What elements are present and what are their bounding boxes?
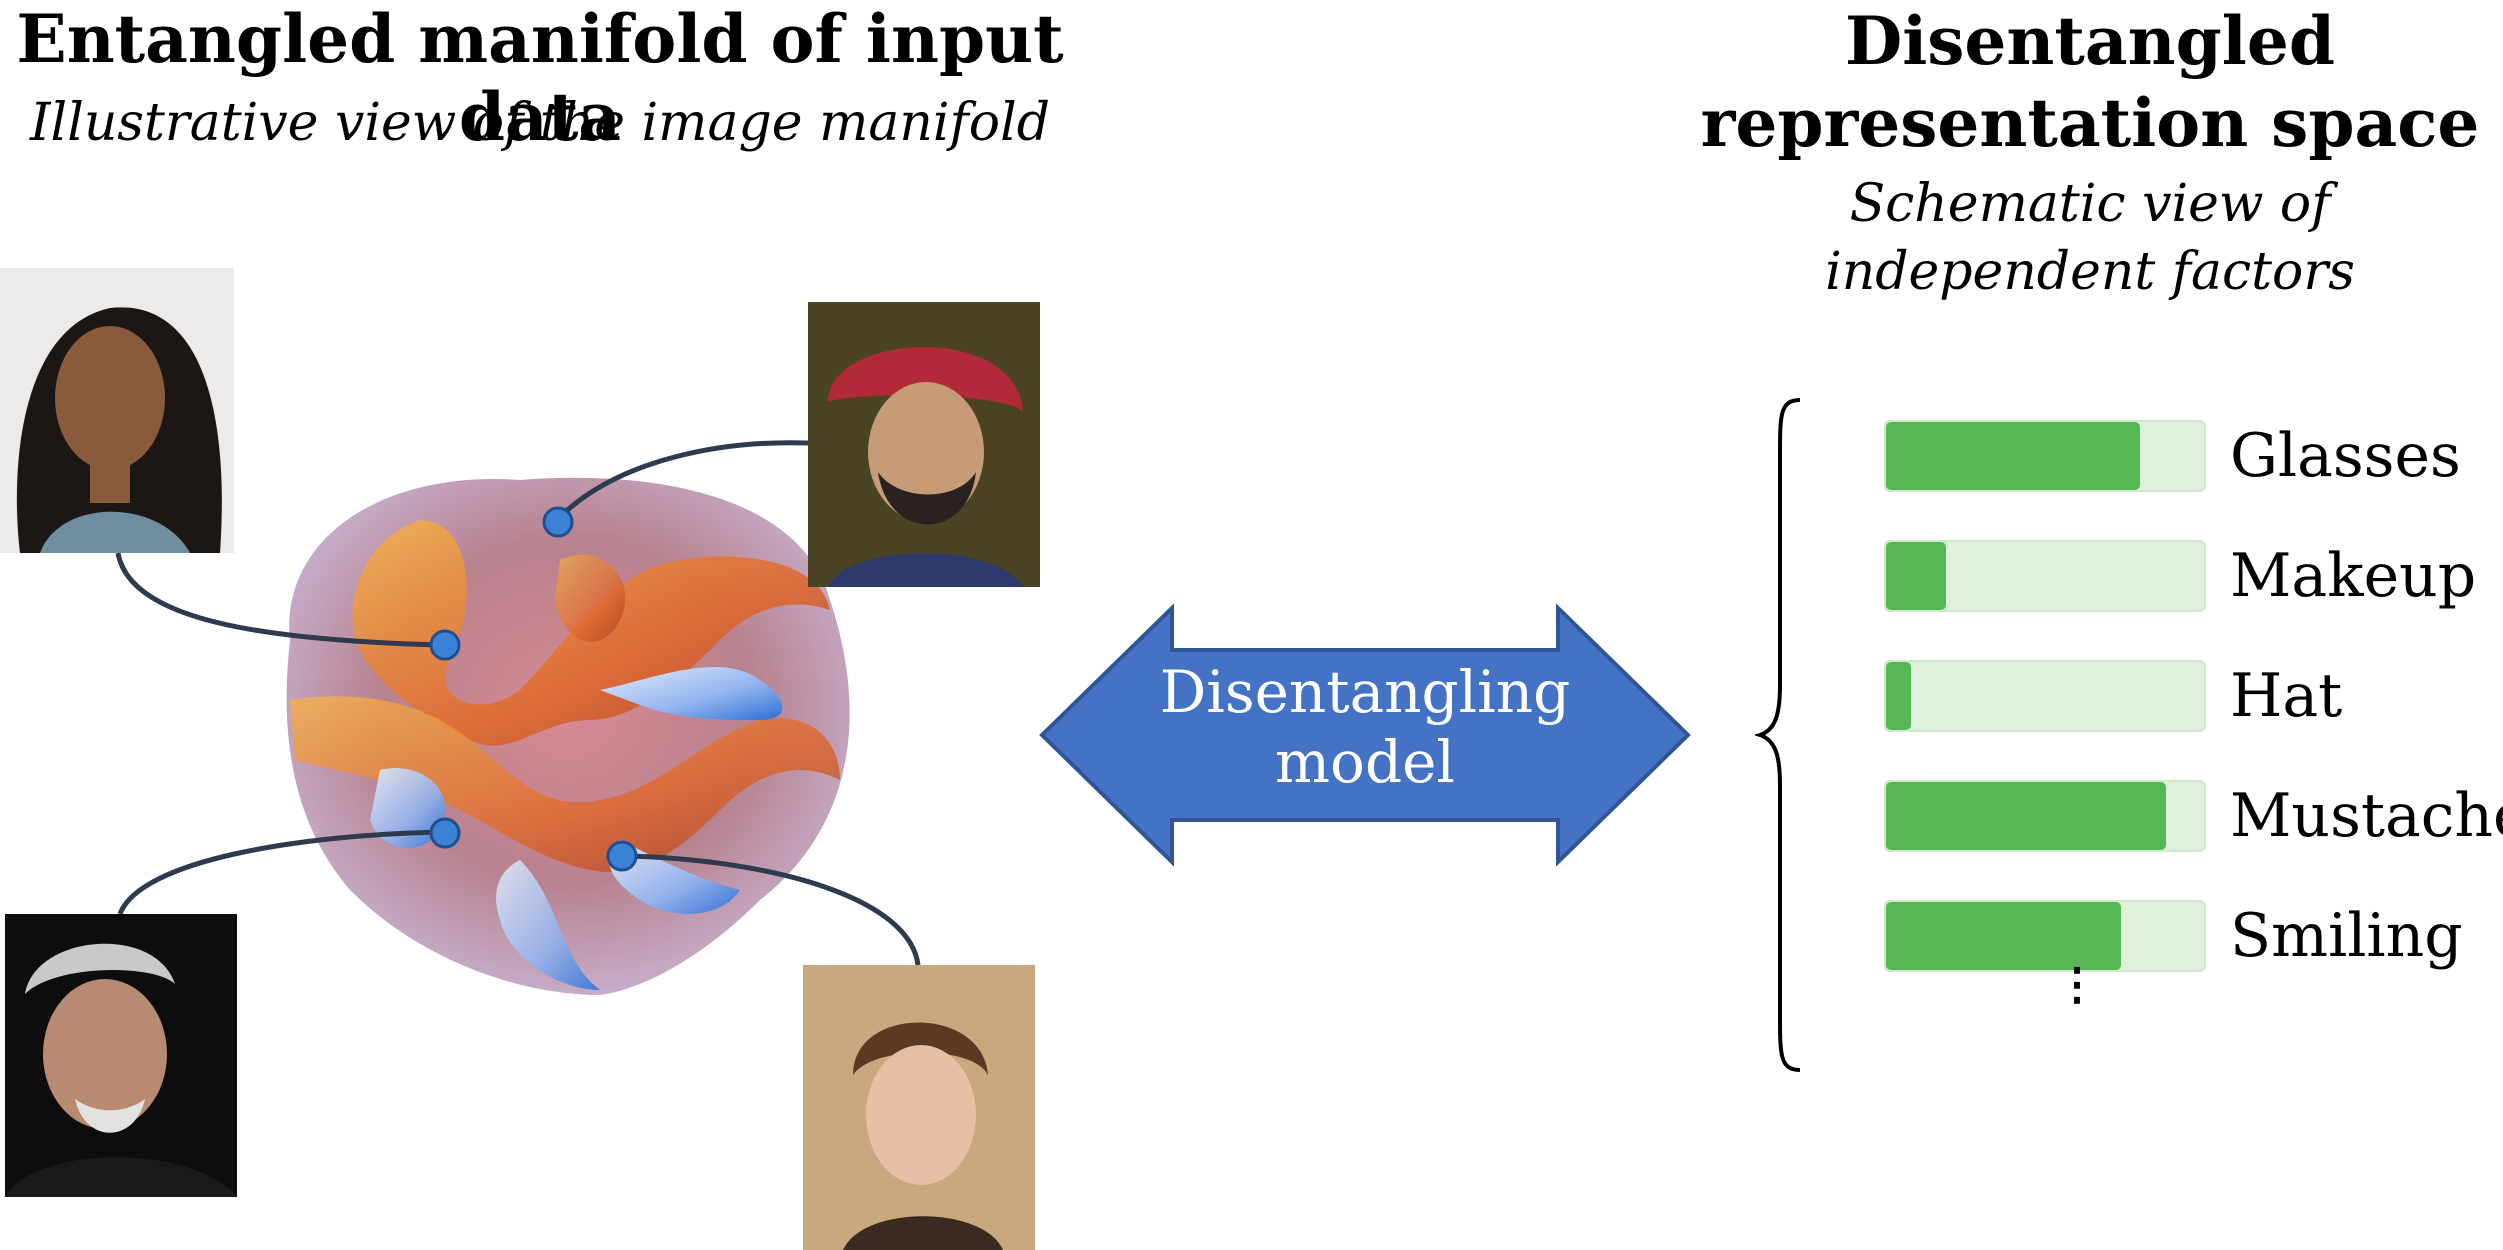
- manifold-point: [542, 506, 574, 538]
- factor-row-glasses: Glasses: [1884, 416, 2503, 496]
- connector-line: [117, 829, 441, 915]
- factor-bar-track: [1884, 420, 2206, 492]
- factor-bar-track: [1884, 780, 2206, 852]
- manifold-fold: [496, 860, 600, 990]
- factor-bar-track: [1884, 660, 2206, 732]
- right-title-line-2: representation space: [1700, 84, 2480, 162]
- factor-bar-track: [1884, 900, 2206, 972]
- factor-bar-track: [1884, 540, 2206, 612]
- factor-row-mustache: Mustache: [1884, 776, 2503, 856]
- arrow-label-line-1: Disentangling: [1159, 658, 1571, 726]
- factor-label: Mustache: [2230, 781, 2503, 851]
- factor-bar-fill: [1886, 422, 2141, 490]
- manifold-fold: [600, 667, 783, 720]
- arrow-label: Disentangling model: [1100, 657, 1630, 797]
- factor-label: Makeup: [2230, 541, 2477, 611]
- factor-bar-fill: [1886, 542, 1947, 610]
- factor-label: Glasses: [2230, 421, 2461, 491]
- factor-row-smiling: Smiling: [1884, 896, 2503, 976]
- factor-bar-fill: [1886, 782, 2166, 850]
- manifold-point: [606, 840, 638, 872]
- face-photo-woman-curly-hair: [0, 268, 234, 553]
- connector-line: [560, 440, 809, 517]
- face-photo-man-turban: [808, 302, 1040, 587]
- manifold-point: [429, 629, 461, 661]
- more-factors-ellipsis: ⋮: [2055, 959, 2099, 1010]
- entangled-manifold: [115, 440, 921, 996]
- face-photo-older-man: [5, 914, 237, 1197]
- factor-bar-fill: [1886, 902, 2122, 970]
- manifold-fold: [290, 696, 840, 872]
- factor-bar-fill: [1886, 662, 1912, 730]
- connector-line: [115, 552, 441, 648]
- factor-label: Smiling: [2230, 901, 2463, 971]
- right-subtitle-line-2: independent factors: [1825, 242, 2355, 302]
- bidirectional-arrow: [1039, 603, 1691, 867]
- arrow-label-line-2: model: [1275, 728, 1455, 796]
- right-panel-subtitle: Schematic view of independent factors: [1650, 170, 2503, 306]
- manifold-fold: [370, 768, 446, 849]
- right-subtitle-line-1: Schematic view of: [1849, 174, 2331, 234]
- factor-row-makeup: Makeup: [1884, 536, 2503, 616]
- factor-label: Hat: [2230, 661, 2343, 731]
- face-photo-young-woman: [803, 965, 1035, 1250]
- left-panel-subtitle: Illustrative view of the image manifold: [30, 93, 1050, 153]
- right-title-line-1: Disentangled: [1844, 2, 2336, 80]
- manifold-point: [429, 817, 461, 849]
- left-panel-title: Entangled manifold of input data: [16, 0, 1064, 156]
- right-panel-title: Disentangled representation space: [1650, 0, 2503, 164]
- manifold-fold: [555, 554, 626, 642]
- factor-row-hat: Hat: [1884, 656, 2503, 736]
- curly-brace: [1755, 398, 1801, 1072]
- connector-line: [624, 853, 921, 966]
